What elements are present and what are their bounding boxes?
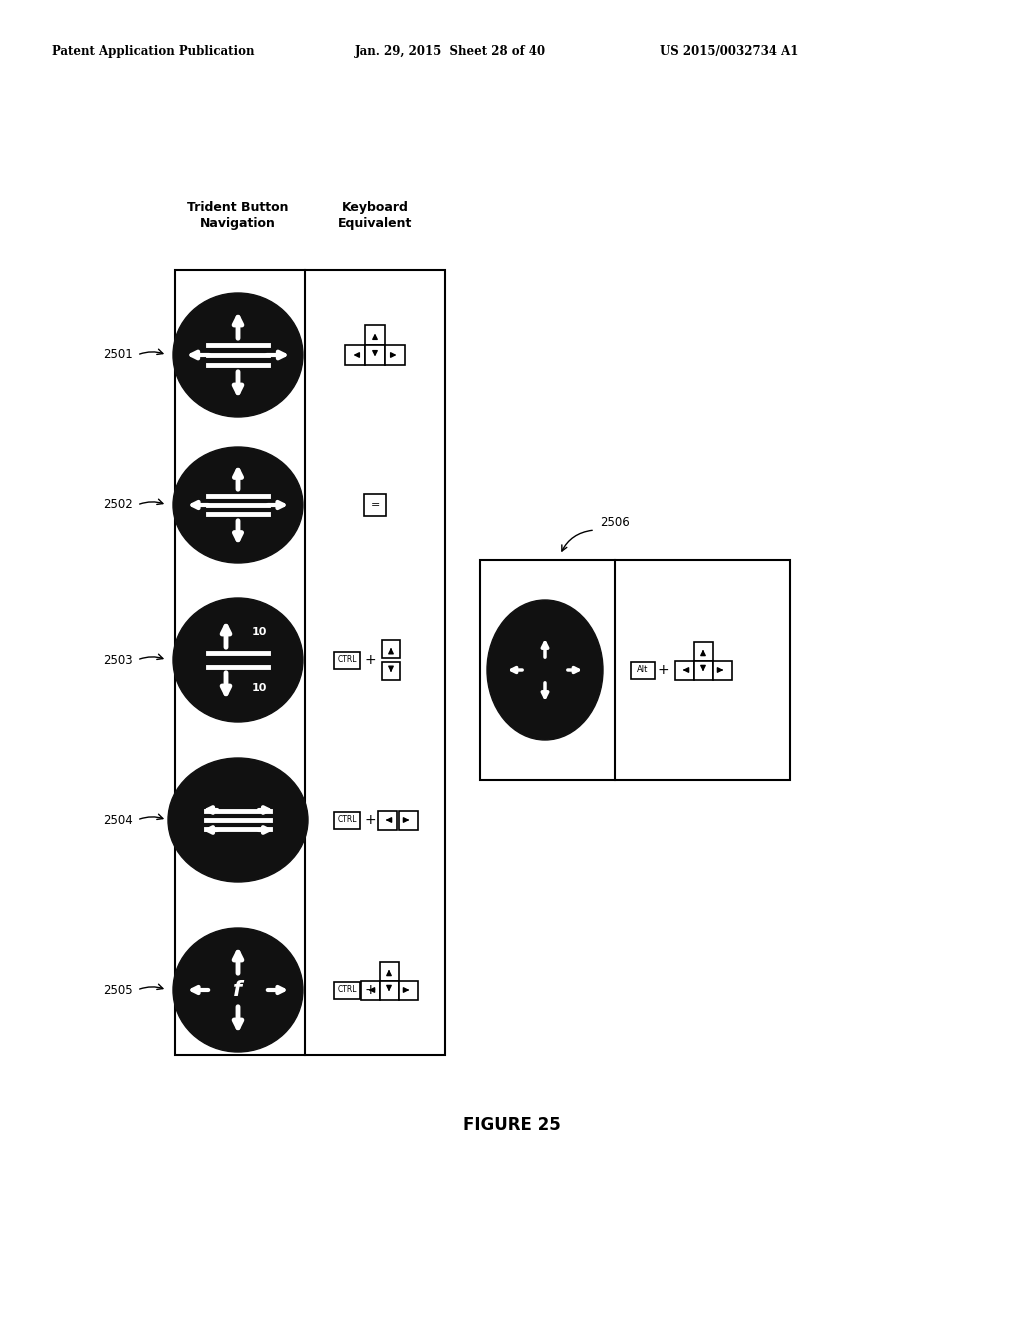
Bar xyxy=(334,652,360,668)
Text: 10: 10 xyxy=(252,627,267,638)
Bar xyxy=(365,345,385,366)
Bar xyxy=(693,642,713,660)
Text: 2502: 2502 xyxy=(103,499,133,511)
Text: Keyboard
Equivalent: Keyboard Equivalent xyxy=(338,201,413,230)
Bar xyxy=(398,810,418,829)
Text: +: + xyxy=(365,813,376,828)
Text: 2501: 2501 xyxy=(103,348,133,362)
Ellipse shape xyxy=(173,293,303,417)
Bar xyxy=(334,982,360,998)
Text: Jan. 29, 2015  Sheet 28 of 40: Jan. 29, 2015 Sheet 28 of 40 xyxy=(355,45,546,58)
Bar xyxy=(385,345,406,366)
Text: CTRL: CTRL xyxy=(337,986,356,994)
Text: Patent Application Publication: Patent Application Publication xyxy=(52,45,255,58)
Ellipse shape xyxy=(173,447,303,564)
Ellipse shape xyxy=(173,928,303,1052)
Text: 2504: 2504 xyxy=(103,813,133,826)
Bar xyxy=(382,640,400,657)
Bar xyxy=(364,494,386,516)
Bar xyxy=(480,560,790,780)
Text: 2506: 2506 xyxy=(600,516,630,528)
Text: +: + xyxy=(365,983,376,997)
Text: =: = xyxy=(371,500,380,510)
Bar xyxy=(675,660,693,680)
Ellipse shape xyxy=(487,601,603,741)
Bar xyxy=(693,660,713,680)
Ellipse shape xyxy=(173,598,303,722)
Text: FIGURE 25: FIGURE 25 xyxy=(463,1115,561,1134)
Text: CTRL: CTRL xyxy=(337,656,356,664)
Text: f: f xyxy=(233,979,243,1001)
Text: +: + xyxy=(365,653,376,667)
Text: Trident Button
Navigation: Trident Button Navigation xyxy=(187,201,289,230)
Bar xyxy=(380,961,398,981)
Bar xyxy=(345,345,365,366)
Bar xyxy=(382,663,400,680)
Text: 2505: 2505 xyxy=(103,983,133,997)
Text: Alt: Alt xyxy=(637,665,648,675)
Bar xyxy=(398,981,418,999)
Ellipse shape xyxy=(168,758,308,882)
Bar xyxy=(334,812,360,829)
Text: CTRL: CTRL xyxy=(337,816,356,825)
Bar xyxy=(360,981,380,999)
Bar xyxy=(713,660,731,680)
Bar xyxy=(175,271,445,1055)
Text: 2503: 2503 xyxy=(103,653,133,667)
Bar xyxy=(378,810,396,829)
Bar xyxy=(631,661,655,678)
Bar xyxy=(380,981,398,999)
Bar xyxy=(365,325,385,345)
Text: 10: 10 xyxy=(252,682,267,693)
Text: +: + xyxy=(657,663,669,677)
Text: US 2015/0032734 A1: US 2015/0032734 A1 xyxy=(660,45,799,58)
